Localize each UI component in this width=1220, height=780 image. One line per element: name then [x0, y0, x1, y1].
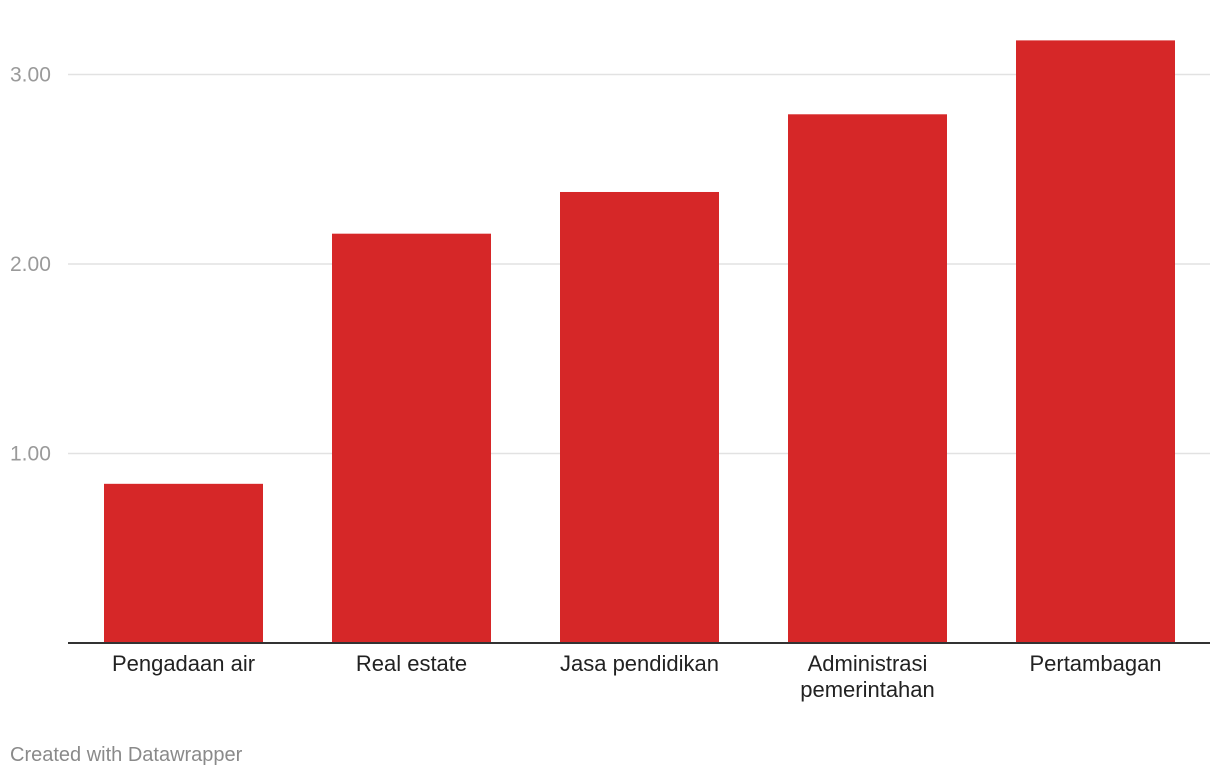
datawrapper-credit: Created with Datawrapper — [10, 744, 243, 766]
bar — [788, 114, 947, 644]
bar — [332, 233, 491, 643]
x-tick-label: Administrasi pemerintahan — [800, 651, 935, 702]
y-tick-label: 3.00 — [10, 64, 51, 87]
x-tick-label: Jasa pendidikan — [560, 651, 719, 676]
x-tick-label: Real estate — [356, 651, 467, 676]
bars — [104, 40, 1175, 644]
y-tick-label: 1.00 — [10, 443, 51, 466]
x-axis-labels: Pengadaan air Real estate Jasa pendidikan A… — [112, 651, 1162, 702]
x-tick-label: Pertambagan — [1029, 651, 1161, 676]
bar-chart: 1.00 2.00 3.00 Pengadaan air Real estate Jas… — [10, 40, 1210, 702]
bar — [104, 483, 263, 643]
bar — [1016, 40, 1175, 643]
y-tick-label: 2.00 — [10, 253, 51, 276]
bar — [560, 191, 719, 644]
x-tick-label: Pengadaan air — [112, 651, 255, 676]
